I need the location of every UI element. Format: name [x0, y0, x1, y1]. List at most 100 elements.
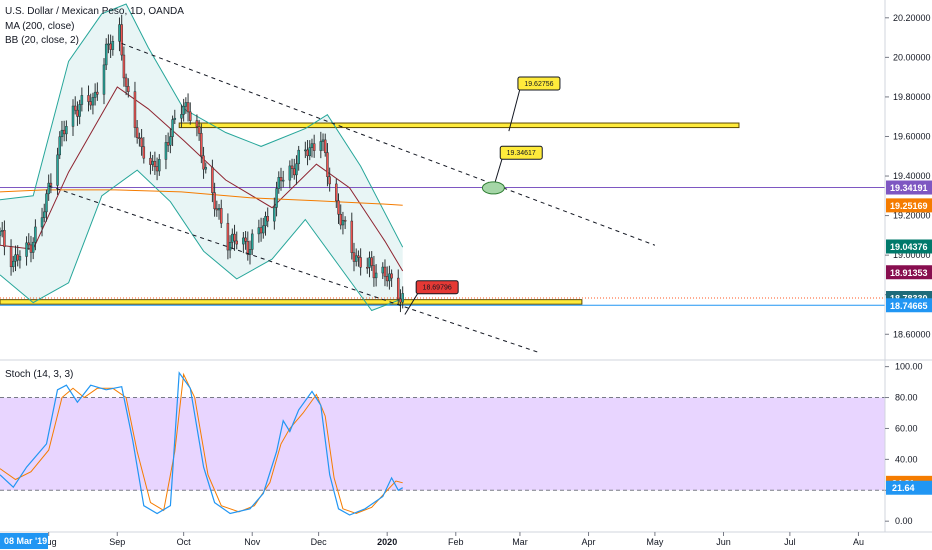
candle	[56, 147, 59, 195]
candle-body	[58, 136, 61, 156]
candle	[319, 131, 323, 159]
candle-body	[328, 176, 331, 185]
price-tag-bg	[886, 239, 932, 254]
callout-ellipse	[481, 181, 505, 195]
candle-body	[228, 241, 232, 251]
legend-ma: MA (200, close)	[5, 21, 74, 32]
callout-text: 19.34617	[507, 150, 536, 157]
candle	[335, 178, 338, 208]
price-tag-bg	[886, 265, 932, 280]
candle-body	[368, 257, 371, 268]
candle	[359, 248, 362, 276]
candle-body	[197, 126, 201, 134]
candle	[45, 189, 48, 222]
price-tick-label: 20.20000	[893, 13, 931, 23]
price-tag[interactable]: 19.34191	[886, 180, 932, 195]
candle-body	[226, 222, 230, 251]
candle-body	[151, 160, 154, 165]
candle-body	[295, 163, 298, 176]
candle	[246, 231, 250, 261]
time-cursor-bg	[0, 533, 48, 549]
candle-body	[306, 149, 309, 157]
candle	[211, 159, 214, 203]
candle	[277, 171, 281, 194]
price-tick-label: 19.80000	[893, 92, 931, 102]
candle-body	[120, 24, 123, 56]
candle-body	[290, 165, 294, 169]
candle	[182, 98, 185, 122]
candle-body	[155, 166, 159, 172]
candle-body	[124, 77, 128, 87]
candle-body	[3, 230, 6, 247]
candle	[31, 237, 35, 260]
candle-body	[195, 120, 199, 127]
candle-body	[78, 104, 81, 117]
time-tick-label: Sep	[109, 537, 125, 547]
stoch-tag-label: 21.64	[892, 483, 915, 493]
candle-body	[339, 214, 342, 226]
candle-body	[122, 54, 126, 79]
resistance-zone[interactable]	[178, 122, 740, 129]
time-cursor-tag[interactable]: 08 Mar '19	[0, 533, 48, 549]
candle	[12, 255, 15, 273]
candle	[195, 114, 199, 137]
candle-body	[111, 41, 115, 50]
candle-body	[366, 267, 369, 269]
price-tag[interactable]: 19.25169	[886, 198, 932, 213]
candle-body	[385, 276, 389, 282]
candle	[343, 216, 347, 230]
candle	[102, 58, 106, 105]
stoch-tick-label: 80.00	[895, 393, 918, 403]
stoch-tick-label: 40.00	[895, 454, 918, 464]
candle-body	[65, 126, 68, 135]
candle-body	[244, 237, 247, 242]
candle	[235, 231, 238, 250]
price-tick-label: 19.40000	[893, 171, 931, 181]
price-tag-label: 18.91353	[890, 268, 928, 278]
price-tag-label: 19.25169	[890, 201, 928, 211]
candle	[0, 227, 2, 246]
candle	[275, 181, 278, 217]
upper-trend-line[interactable]	[121, 43, 656, 246]
callout-pointer	[404, 292, 419, 315]
candle-body	[390, 273, 393, 279]
candle-body	[388, 273, 391, 282]
candle-body	[352, 252, 356, 262]
candle-body	[80, 95, 84, 105]
candle	[180, 104, 183, 128]
candle-body	[47, 182, 50, 195]
time-tick-label: Apr	[582, 537, 596, 547]
candle	[122, 46, 126, 87]
candle	[34, 219, 37, 251]
candle	[288, 160, 292, 189]
candle-body	[25, 242, 28, 257]
lower-trend-line[interactable]	[48, 185, 538, 353]
stoch-tag[interactable]: 21.64	[886, 480, 932, 495]
candle-body	[56, 154, 59, 186]
stoch-band	[0, 397, 885, 491]
candle	[397, 269, 400, 305]
price-tag[interactable]: 19.04376	[886, 239, 932, 254]
candle-body	[102, 64, 106, 95]
candle-body	[204, 167, 208, 170]
candle-body	[273, 207, 276, 222]
candle	[80, 87, 84, 112]
candle	[228, 235, 232, 259]
time-tick-label: Jul	[784, 537, 796, 547]
price-tag[interactable]: 18.74665	[886, 298, 932, 313]
callout-19-62756[interactable]: 19.62756	[508, 76, 561, 132]
price-tag[interactable]: 18.91353	[886, 265, 932, 280]
candle-body	[107, 43, 110, 46]
candle	[390, 269, 393, 287]
candle	[266, 207, 269, 228]
candle-body	[262, 225, 265, 234]
support-zone[interactable]	[0, 299, 583, 305]
candle-body	[34, 226, 37, 243]
candle	[244, 231, 247, 250]
stoch-tick-label: 100.00	[895, 362, 923, 372]
callout-19-34617[interactable]: 19.34617	[481, 145, 543, 195]
time-tick-label: 2020	[377, 537, 397, 547]
callout-18-69796[interactable]: 18.69796	[404, 280, 459, 315]
